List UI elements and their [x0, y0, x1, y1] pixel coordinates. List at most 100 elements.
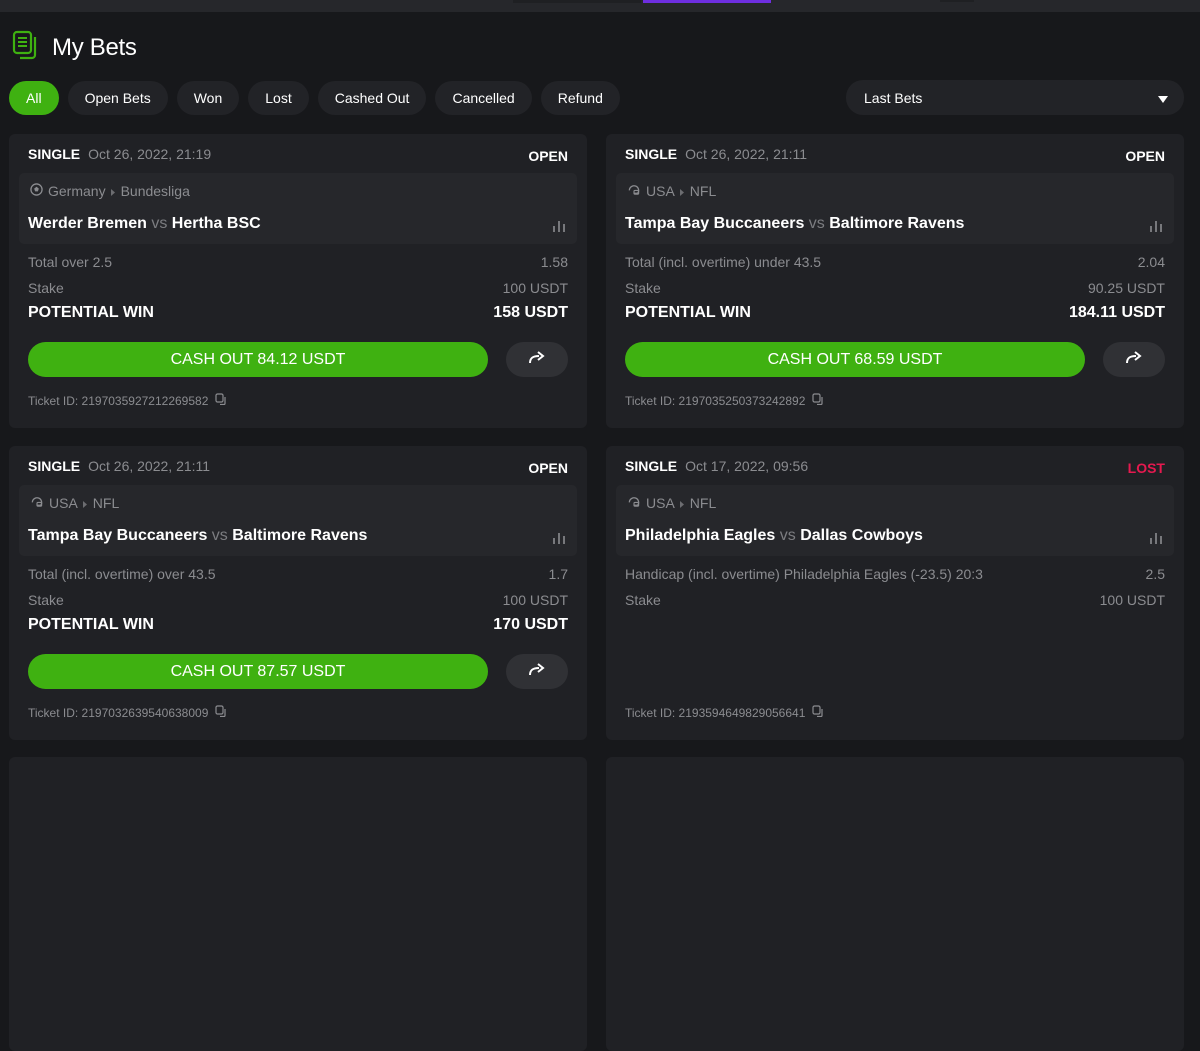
row-value: 100 USDT — [502, 592, 568, 608]
row-value: 170 USDT — [493, 616, 568, 633]
bet-type: SINGLE — [625, 146, 678, 162]
cash-out-button[interactable]: CASH OUT 87.57 USDT — [28, 654, 488, 689]
filter-all[interactable]: All — [9, 81, 59, 115]
row-value: 2.5 — [1145, 566, 1165, 582]
status-badge: LOST — [1127, 460, 1165, 476]
row-label: POTENTIAL WIN — [28, 616, 154, 633]
vs-label: vs — [151, 215, 168, 232]
stake-row: Stake 90.25 USDT — [625, 280, 1165, 296]
stats-icon[interactable] — [553, 531, 565, 549]
row-value: 158 USDT — [493, 304, 568, 321]
copy-icon[interactable] — [812, 705, 824, 720]
vs-label: vs — [779, 527, 796, 544]
ticket-id-text: Ticket ID: 2197035250373242892 — [625, 393, 806, 408]
bet-card — [606, 757, 1184, 1051]
home-team: Tampa Bay Buccaneers — [625, 215, 805, 232]
match-box[interactable]: USA NFL Philadelphia Eagles vs Dallas Cowb… — [616, 485, 1174, 556]
row-value: 100 USDT — [1099, 592, 1165, 608]
bet-type: SINGLE — [28, 458, 81, 474]
filter-won[interactable]: Won — [176, 81, 240, 115]
share-arrow-icon — [528, 662, 546, 681]
league-name: Bundesliga — [120, 183, 190, 199]
row-value: 1.7 — [548, 566, 568, 582]
vs-label: vs — [211, 527, 228, 544]
bet-card: SINGLE Oct 26, 2022, 21:11 OPEN USA NFL Tampa… — [9, 446, 587, 740]
match-box[interactable]: USA NFL Tampa Bay Buccaneers vs Baltimore … — [616, 173, 1174, 244]
row-value: 90.25 USDT — [1087, 280, 1165, 296]
ticket-id-text: Ticket ID: 2197032639540638009 — [28, 705, 209, 720]
bet-card: SINGLE Oct 26, 2022, 21:11 OPEN USA NFL Tampa… — [606, 134, 1184, 428]
row-label: Stake — [625, 280, 661, 296]
sort-select[interactable]: Last Bets — [846, 80, 1184, 115]
bet-header: SINGLE Oct 17, 2022, 09:56 — [625, 458, 808, 474]
nav-tab[interactable] — [940, 0, 974, 2]
copy-icon[interactable] — [812, 393, 824, 408]
stake-row: Stake 100 USDT — [625, 592, 1165, 608]
copy-icon[interactable] — [215, 705, 227, 720]
share-button[interactable] — [1103, 342, 1165, 377]
bet-type: SINGLE — [625, 458, 678, 474]
share-button[interactable] — [506, 654, 568, 689]
filter-lost[interactable]: Lost — [248, 81, 309, 115]
row-label: Total (incl. overtime) over 43.5 — [28, 566, 216, 582]
top-nav-bar — [0, 0, 1200, 12]
cash-out-button[interactable]: CASH OUT 84.12 USDT — [28, 342, 488, 377]
market-row: Total (incl. overtime) under 43.5 2.04 — [625, 254, 1165, 270]
cash-out-button[interactable]: CASH OUT 68.59 USDT — [625, 342, 1085, 377]
league-name: NFL — [92, 495, 120, 511]
league-name: NFL — [689, 495, 717, 511]
share-arrow-icon — [1125, 350, 1143, 369]
row-value: 184.11 USDT — [1068, 304, 1165, 321]
chevron-right-icon — [679, 495, 685, 511]
football-helmet-icon — [627, 495, 641, 511]
filter-cashed-out[interactable]: Cashed Out — [317, 81, 427, 115]
nav-tab[interactable] — [513, 0, 641, 3]
potential-win-row: POTENTIAL WIN 184.11 USDT — [625, 304, 1165, 322]
page-header: My Bets — [12, 30, 137, 65]
filter-cancelled[interactable]: Cancelled — [435, 81, 532, 115]
filter-refund[interactable]: Refund — [540, 81, 620, 115]
league-breadcrumb: Germany Bundesliga — [30, 183, 190, 199]
bet-card: SINGLE Oct 26, 2022, 21:19 OPEN Germany Bund… — [9, 134, 587, 428]
row-value: 100 USDT — [502, 280, 568, 296]
away-team: Baltimore Ravens — [232, 527, 368, 544]
country-name: USA — [646, 495, 675, 511]
home-team: Philadelphia Eagles — [625, 527, 776, 544]
bet-date: Oct 17, 2022, 09:56 — [685, 458, 809, 474]
away-team: Baltimore Ravens — [829, 215, 965, 232]
country-name: Germany — [48, 183, 106, 199]
nav-tab-active[interactable] — [643, 0, 771, 3]
row-value: 1.58 — [540, 254, 568, 270]
bet-date: Oct 26, 2022, 21:11 — [88, 458, 211, 474]
vs-label: vs — [808, 215, 825, 232]
bet-card: SINGLE Oct 17, 2022, 09:56 LOST USA NFL Phila… — [606, 446, 1184, 740]
stats-icon[interactable] — [553, 219, 565, 237]
stats-icon[interactable] — [1150, 531, 1162, 549]
match-teams: Tampa Bay Buccaneers vs Baltimore Ravens — [625, 215, 964, 233]
league-name: NFL — [689, 183, 717, 199]
market-row: Total over 2.5 1.58 — [28, 254, 568, 270]
row-value: 2.04 — [1137, 254, 1165, 270]
football-helmet-icon — [30, 495, 44, 511]
share-button[interactable] — [506, 342, 568, 377]
row-label: POTENTIAL WIN — [28, 304, 154, 321]
stats-icon[interactable] — [1150, 219, 1162, 237]
match-box[interactable]: USA NFL Tampa Bay Buccaneers vs Baltimore … — [19, 485, 577, 556]
filter-tabs: All Open Bets Won Lost Cashed Out Cancelled Re… — [9, 81, 620, 115]
filter-open-bets[interactable]: Open Bets — [67, 81, 168, 115]
copy-icon[interactable] — [215, 393, 227, 408]
page-title: My Bets — [52, 33, 137, 61]
potential-win-row: POTENTIAL WIN 158 USDT — [28, 304, 568, 322]
ticket-id: Ticket ID: 2197035927212269582 — [28, 393, 227, 408]
country-name: USA — [49, 495, 78, 511]
match-teams: Philadelphia Eagles vs Dallas Cowboys — [625, 527, 923, 545]
country-name: USA — [646, 183, 675, 199]
status-badge: OPEN — [528, 460, 568, 476]
bets-document-icon — [12, 30, 40, 65]
league-breadcrumb: USA NFL — [30, 495, 119, 511]
football-helmet-icon — [627, 183, 641, 199]
row-label: Handicap (incl. overtime) Philadelphia E… — [625, 566, 983, 582]
match-box[interactable]: Germany Bundesliga Werder Bremen vs Hertha… — [19, 173, 577, 244]
home-team: Werder Bremen — [28, 215, 147, 232]
potential-win-row: POTENTIAL WIN 170 USDT — [28, 616, 568, 634]
